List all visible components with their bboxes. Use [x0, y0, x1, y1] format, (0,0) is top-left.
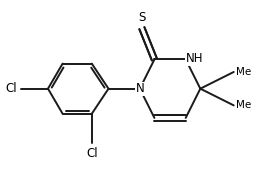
Text: Cl: Cl [5, 82, 17, 95]
Text: Me: Me [236, 67, 251, 77]
Text: NH: NH [186, 52, 203, 65]
Text: S: S [138, 11, 145, 24]
Text: Cl: Cl [86, 147, 98, 160]
Text: N: N [135, 82, 144, 95]
Text: Me: Me [236, 100, 251, 110]
